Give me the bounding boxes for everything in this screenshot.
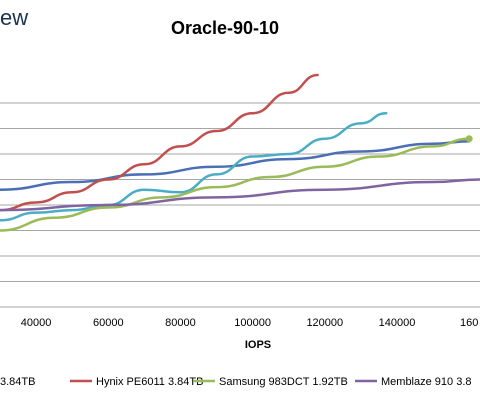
legend: 3.84TB Hynix PE6011 3.84TB Samsung 983DCT … — [0, 376, 472, 388]
x-tick-label: 160 — [460, 317, 478, 329]
series-lines — [0, 73, 480, 232]
brand-logo-text: ew — [0, 5, 28, 30]
x-tick-label: 100000 — [234, 317, 271, 329]
series-line-1 — [0, 73, 319, 212]
x-tick-label: 140000 — [379, 317, 416, 329]
series-end-marker — [465, 135, 473, 143]
legend-label: 3.84TB — [0, 376, 35, 388]
series-line-0 — [0, 140, 471, 191]
legend-label: Hynix PE6011 3.84TB — [96, 376, 203, 388]
legend-label: Samsung 983DCT 1.92TB — [219, 376, 348, 388]
x-tick-labels: 40000 60000 80000 100000 120000 140000 160 — [21, 317, 479, 329]
x-tick-label: 60000 — [93, 317, 124, 329]
series-line-4 — [0, 178, 480, 212]
x-axis-label: IOPS — [245, 339, 271, 351]
series-line-2 — [0, 111, 388, 222]
series-line-3 — [0, 137, 471, 232]
chart-title: Oracle-90-10 — [171, 18, 279, 38]
x-tick-label: 120000 — [306, 317, 343, 329]
x-tick-label: 80000 — [165, 317, 196, 329]
x-tick-label: 40000 — [21, 317, 52, 329]
legend-label: Memblaze 910 3.8 — [381, 376, 472, 388]
